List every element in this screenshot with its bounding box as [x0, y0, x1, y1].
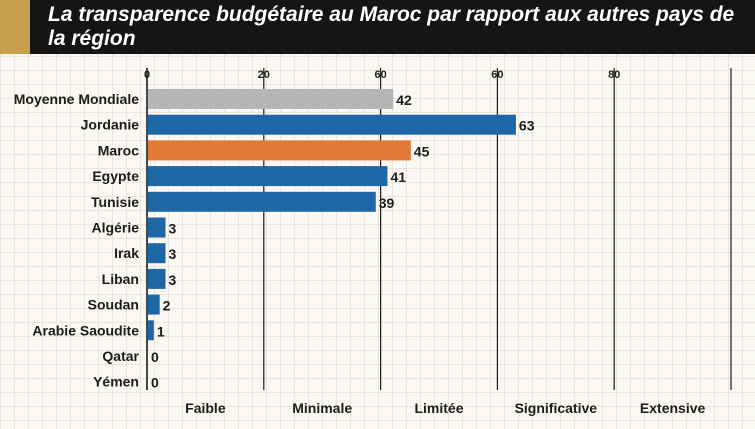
x-tick-label: 0: [144, 69, 150, 81]
category-label: Jordanie: [81, 117, 140, 133]
data-label: 1: [157, 323, 165, 339]
bar: [148, 89, 394, 109]
data-label: 3: [169, 272, 177, 288]
bar: [148, 294, 160, 315]
bar: [148, 114, 516, 135]
category-label: Arabie Saoudite: [32, 322, 139, 338]
x-tick-label: 60: [374, 69, 386, 81]
category-label: Egypte: [92, 168, 139, 184]
band-label: Faible: [185, 400, 226, 416]
x-tick-label: 60: [491, 69, 503, 81]
data-label: 42: [396, 92, 412, 108]
data-label: 41: [390, 169, 406, 185]
data-label: 3: [169, 246, 177, 262]
category-label: Algérie: [92, 220, 140, 236]
category-label: Irak: [114, 245, 139, 261]
bar: [148, 166, 388, 187]
bar: [148, 320, 154, 341]
category-label: Tunisie: [91, 194, 139, 210]
bar: [148, 140, 411, 161]
x-tick-label: 80: [608, 69, 620, 81]
category-label: Soudan: [88, 297, 139, 313]
band-label: Significative: [515, 400, 598, 416]
band-label: Limitée: [414, 400, 463, 416]
data-label: 3: [169, 221, 177, 237]
bar: [148, 217, 166, 238]
header-bar: La transparence budgétaire au Maroc par …: [0, 0, 755, 54]
header-accent: [0, 0, 30, 54]
data-label: 39: [379, 195, 395, 211]
category-label: Yémen: [93, 374, 139, 390]
bar: [148, 243, 166, 264]
data-label: 63: [519, 118, 535, 134]
bar: [148, 268, 166, 289]
category-label: Liban: [102, 271, 139, 287]
chart-title: La transparence budgétaire au Maroc par …: [48, 3, 735, 50]
bar: [148, 191, 376, 212]
data-label: 0: [151, 375, 159, 391]
band-label: Extensive: [640, 400, 706, 416]
x-tick-label: 20: [258, 69, 270, 81]
category-label: Maroc: [98, 142, 139, 158]
category-label: Moyenne Mondiale: [14, 91, 139, 107]
category-label: Qatar: [102, 348, 139, 364]
band-label: Minimale: [292, 400, 352, 416]
data-label: 2: [163, 298, 171, 314]
data-label: 0: [151, 349, 159, 365]
data-label: 45: [414, 143, 430, 159]
